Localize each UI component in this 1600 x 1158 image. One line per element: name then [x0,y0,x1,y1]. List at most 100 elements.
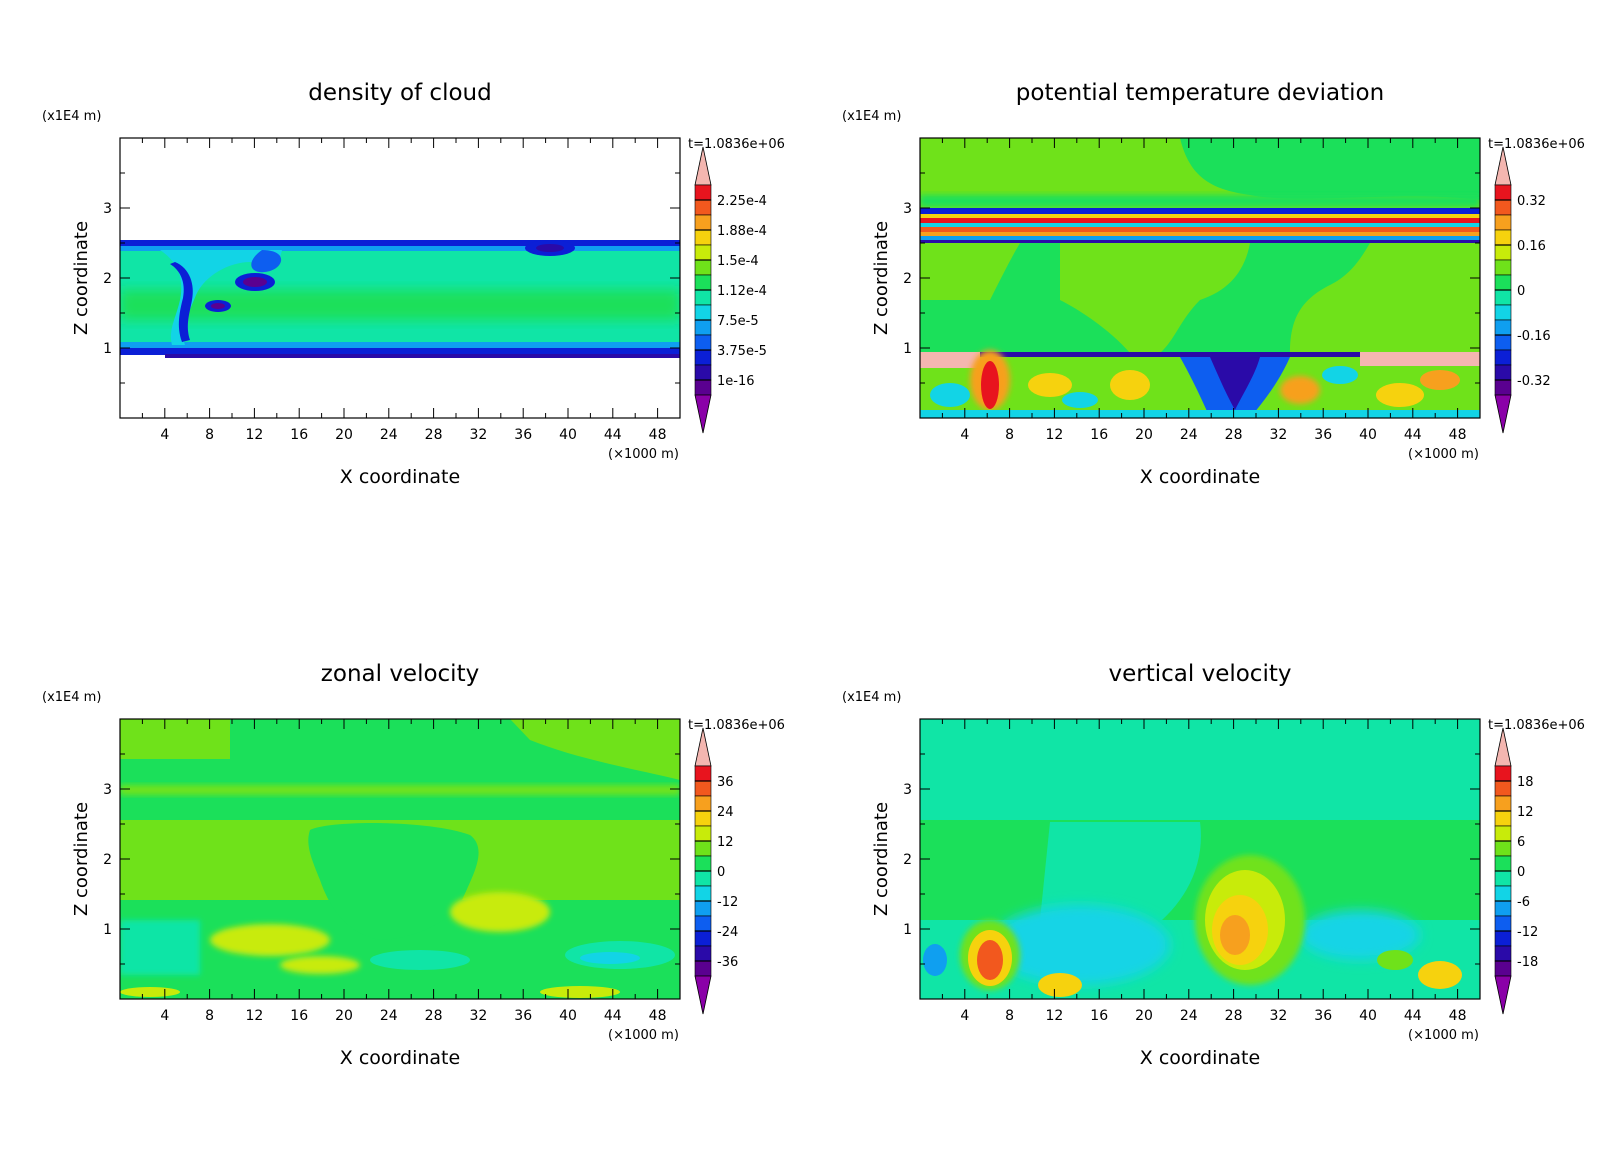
colorbar-label: -12 [1517,925,1538,940]
plot-area-density [120,138,680,418]
x-axis-label: X coordinate [340,1047,460,1069]
colorbar-label: 2.25e-4 [717,194,767,209]
y-unit-label: (x1E4 m) [42,690,101,705]
x-tick-label: 8 [1005,1008,1014,1024]
colorbar-swatch [694,364,712,381]
x-tick-label: 44 [1404,427,1422,443]
y-tick-label: 1 [903,922,912,938]
colorbar-label: 0 [717,865,725,880]
colorbar-swatch [694,379,712,396]
axis-ticks [120,138,680,418]
colorbar-swatch [1494,379,1512,396]
x-tick-label: 48 [1449,427,1467,443]
x-tick-labels: 4 8 12 16 20 24 28 32 36 40 44 48 [960,1008,1466,1024]
chart-title: potential temperature deviation [1016,80,1384,106]
colorbar-swatch [694,289,712,306]
x-axis-label: X coordinate [1140,1047,1260,1069]
x-tick-label: 8 [1005,427,1014,443]
colorbar-swatch [1494,840,1512,857]
x-tick-label: 32 [1269,1008,1287,1024]
x-tick-labels: 4 8 12 16 20 24 28 32 36 40 44 48 [160,427,666,443]
x-tick-labels: 4 8 12 16 20 24 28 32 36 40 44 48 [160,1008,666,1024]
x-tick-label: 4 [960,427,969,443]
x-tick-label: 32 [1269,427,1287,443]
time-label: t=1.0836e+06 [688,718,785,733]
y-tick-label: 1 [903,341,912,357]
x-tick-label: 4 [160,427,169,443]
y-axis-label: Z coordinate [71,221,92,335]
colorbar-swatch [1494,184,1512,201]
y-axis-label: Z coordinate [871,221,892,335]
y-tick-labels: 1 2 3 [103,782,112,938]
time-label: t=1.0836e+06 [1488,718,1585,733]
x-axis-label: X coordinate [340,466,460,488]
x-tick-label: 28 [425,1008,443,1024]
y-unit-label: (x1E4 m) [842,690,901,705]
x-tick-label: 20 [335,427,353,443]
x-tick-label: 24 [380,427,398,443]
colorbar-label: 1.88e-4 [717,224,767,239]
colorbar-swatch [694,915,712,932]
x-tick-label: 36 [1314,1008,1332,1024]
colorbar-top-arrow [1494,146,1512,186]
colorbar-swatch [694,319,712,336]
x-tick-labels: 4 8 12 16 20 24 28 32 36 40 44 48 [960,427,1466,443]
x-tick-label: 12 [1045,1008,1063,1024]
colorbar-swatch [1494,855,1512,872]
x-tick-label: 24 [1180,427,1198,443]
colorbar-swatch [694,229,712,246]
colorbar-label: 36 [717,775,734,790]
colorbar-swatch [694,855,712,872]
x-tick-label: 28 [1225,1008,1243,1024]
x-tick-label: 8 [205,427,214,443]
colorbar-swatch [1494,289,1512,306]
panel-vertical-velocity: vertical velocity (x1E4 m) t=1.0836e+06 … [842,661,1585,1069]
x-tick-label: 40 [1359,427,1377,443]
colorbar-swatch [694,259,712,276]
axis-ticks [920,138,1480,418]
colorbar-label: -18 [1517,955,1538,970]
colorbar-swatch [1494,870,1512,887]
colorbar: 0.32 0.16 0 -0.16 -0.32 [1494,146,1551,434]
colorbar-label: -12 [717,895,738,910]
colorbar-label: 12 [1517,805,1534,820]
colorbar-swatch [1494,334,1512,351]
colorbar-swatch [1494,885,1512,902]
y-tick-label: 2 [103,852,112,868]
colorbar-swatch [694,244,712,261]
colorbar-swatch [694,349,712,366]
colorbar-swatch [1494,364,1512,381]
colorbar-label: -0.16 [1517,329,1551,344]
colorbar-label: 24 [717,805,734,820]
plot-area-theta [920,138,1480,418]
y-tick-label: 3 [103,201,112,217]
y-tick-labels: 1 2 3 [103,201,112,357]
colorbar-swatch [694,334,712,351]
chart-title: density of cloud [308,80,491,106]
colorbar-swatch [1494,825,1512,842]
colorbar-label: -36 [717,955,738,970]
x-tick-label: 20 [1135,1008,1153,1024]
colorbar-swatch [694,765,712,782]
colorbar-swatch [694,274,712,291]
axis-ticks [920,719,1480,999]
x-tick-label: 48 [649,427,667,443]
colorbar-label: 3.75e-5 [717,344,767,359]
y-tick-label: 2 [103,271,112,287]
x-tick-label: 44 [1404,1008,1422,1024]
x-unit-label: (×1000 m) [1408,447,1479,462]
y-tick-labels: 1 2 3 [903,201,912,357]
colorbar-swatch [694,810,712,827]
colorbar-swatch [1494,199,1512,216]
x-tick-label: 28 [425,427,443,443]
y-unit-label: (x1E4 m) [42,109,101,124]
x-tick-label: 24 [1180,1008,1198,1024]
colorbar-label: 6 [1517,835,1525,850]
colorbar-bottom-arrow [1494,394,1512,434]
axis-ticks [120,719,680,999]
colorbar-swatch [1494,810,1512,827]
colorbar-label: 7.5e-5 [717,314,759,329]
chart-title: zonal velocity [321,661,479,687]
x-tick-label: 16 [1090,427,1108,443]
